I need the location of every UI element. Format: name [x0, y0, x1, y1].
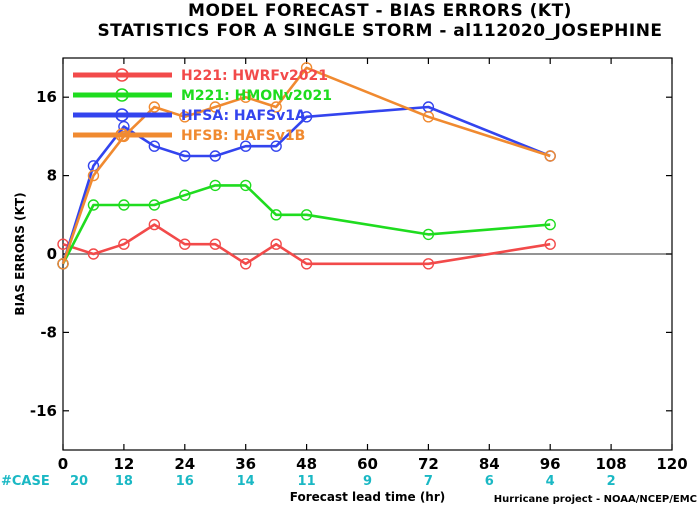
legend-label: HFSB: HAFSv1B — [181, 128, 305, 144]
series-line — [61, 184, 551, 265]
y-tick-label: -8 — [40, 323, 57, 341]
case-count: 6 — [485, 474, 494, 489]
x-tick-label: 84 — [479, 455, 500, 473]
data-point — [239, 258, 252, 270]
legend-item: HFSB: HAFSv1B — [73, 128, 305, 144]
data-point — [179, 150, 191, 162]
data-point — [422, 111, 435, 123]
series-line — [61, 66, 551, 265]
data-point — [57, 258, 69, 270]
data-point — [239, 140, 252, 152]
data-point — [179, 189, 191, 201]
data-point — [270, 238, 282, 250]
data-point — [300, 209, 313, 221]
case-count: 11 — [298, 474, 316, 489]
data-point — [118, 238, 130, 250]
data-point — [239, 91, 252, 103]
legend-label: M221: HMONv2021 — [181, 88, 332, 104]
x-tick-label: 60 — [357, 455, 378, 473]
legend-item: M221: HMONv2021 — [73, 88, 332, 104]
data-point — [422, 228, 435, 241]
legend-swatch-marker — [115, 128, 129, 142]
case-count: 20 — [70, 474, 88, 489]
data-point — [270, 101, 282, 113]
series-line — [62, 223, 551, 266]
legend-item: HFSA: HAFSv1A — [73, 108, 306, 124]
legend-swatch-marker — [115, 108, 129, 122]
data-point — [300, 62, 313, 74]
data-point — [270, 140, 282, 152]
y-axis-ticks: -16 -8 0 8 16 — [30, 88, 672, 420]
x-tick-label: 96 — [540, 455, 561, 473]
x-axis-label: Forecast lead time (hr) — [290, 490, 446, 504]
x-axis-ticks: 0 12 24 36 48 60 72 84 96 108 120 — [58, 58, 688, 473]
data-point — [87, 169, 100, 182]
x-tick-label: 108 — [595, 455, 626, 473]
case-count: 18 — [115, 474, 133, 489]
legend-label: H221: HWRFv2021 — [181, 68, 328, 84]
x-tick-label: 24 — [174, 455, 195, 473]
chart-subtitle: STATISTICS FOR A SINGLE STORM - al112020… — [97, 21, 662, 41]
series-layer — [57, 62, 556, 270]
y-axis-label: BIAS ERRORS (KT) — [13, 192, 27, 315]
data-point — [148, 218, 161, 231]
data-point — [270, 209, 282, 221]
case-count-row: #CASE 20 18 16 14 11 9 7 6 4 2 — [1, 474, 616, 489]
credit-text: Hurricane project - NOAA/NCEP/EMC — [494, 494, 697, 505]
data-point — [148, 140, 161, 152]
data-point — [300, 111, 313, 123]
x-tick-label: 72 — [418, 455, 439, 473]
x-tick-label: 12 — [113, 455, 134, 473]
data-point — [179, 238, 191, 250]
data-point — [148, 101, 161, 113]
data-point — [87, 248, 100, 260]
data-point — [209, 238, 221, 250]
data-point — [209, 101, 221, 113]
y-tick-label: 8 — [47, 167, 57, 185]
data-point — [544, 238, 556, 250]
legend: H221: HWRFv2021 M221: HMONv2021 HFSA: HAFS… — [73, 68, 332, 144]
case-count: 9 — [363, 474, 372, 489]
legend-item: H221: HWRFv2021 — [73, 68, 328, 84]
case-count: 14 — [237, 474, 255, 489]
y-tick-label: 0 — [47, 245, 57, 263]
case-count: 7 — [424, 474, 433, 489]
data-point — [544, 150, 556, 162]
chart-title: MODEL FORECAST - BIAS ERRORS (KT) — [188, 1, 572, 21]
data-point — [209, 179, 221, 192]
data-point — [179, 111, 191, 123]
y-tick-label: -16 — [30, 402, 57, 420]
x-tick-label: 0 — [58, 455, 68, 473]
legend-swatch-marker — [115, 68, 129, 82]
data-point — [422, 258, 435, 270]
legend-swatch-marker — [115, 88, 129, 102]
x-tick-label: 36 — [235, 455, 256, 473]
case-count-label: #CASE — [1, 474, 50, 489]
data-point — [118, 199, 130, 211]
data-point — [544, 218, 556, 231]
data-point — [148, 199, 161, 211]
series-group — [57, 218, 556, 270]
case-count: 16 — [176, 474, 194, 489]
data-point — [300, 258, 313, 270]
x-tick-label: 120 — [656, 455, 687, 473]
data-point — [239, 179, 252, 192]
x-tick-label: 48 — [296, 455, 317, 473]
data-point — [87, 199, 100, 211]
case-count: 2 — [607, 474, 616, 489]
legend-label: HFSA: HAFSv1A — [181, 108, 306, 124]
series-group — [57, 179, 556, 270]
data-point — [209, 150, 221, 162]
case-count: 4 — [546, 474, 555, 489]
y-tick-label: 16 — [36, 88, 57, 106]
series-line — [61, 105, 551, 265]
